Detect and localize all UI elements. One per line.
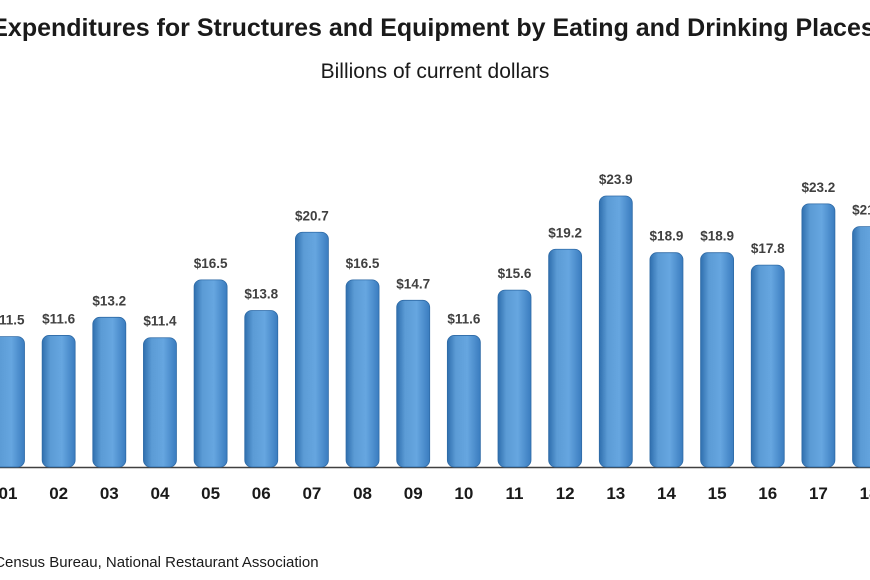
x-tick-label-04: 04 bbox=[150, 484, 169, 503]
x-tick-label-03: 03 bbox=[100, 484, 119, 503]
x-tick-label-08: 08 bbox=[353, 484, 372, 503]
data-label-04: $11.4 bbox=[143, 314, 177, 329]
bar-09 bbox=[396, 299, 431, 468]
data-label-10: $11.6 bbox=[447, 311, 481, 326]
x-tick-label-02: 02 bbox=[49, 484, 68, 503]
data-label-16: $17.8 bbox=[751, 241, 785, 256]
x-tick-label-13: 13 bbox=[606, 484, 625, 503]
bar-13 bbox=[598, 195, 633, 468]
chart-title: Expenditures for Structures and Equipmen… bbox=[0, 14, 870, 42]
x-tick-label-05: 05 bbox=[201, 484, 220, 503]
bar-10 bbox=[446, 335, 481, 468]
bar-06 bbox=[244, 310, 279, 468]
data-label-02: $11.6 bbox=[42, 311, 76, 326]
bar-15 bbox=[700, 252, 734, 468]
data-label-18: $21.2 bbox=[852, 203, 870, 218]
data-label-17: $23.2 bbox=[802, 180, 836, 195]
data-label-14: $18.9 bbox=[650, 229, 684, 244]
x-tick-label-12: 12 bbox=[556, 484, 575, 503]
bar-11 bbox=[497, 289, 532, 468]
bar-02 bbox=[41, 335, 76, 468]
bar-03 bbox=[92, 316, 127, 468]
x-tick-label-15: 15 bbox=[708, 484, 727, 503]
bar-05 bbox=[193, 279, 228, 468]
x-tick-label-17: 17 bbox=[809, 484, 828, 503]
chart-source: Source: U.S. Census Bureau, National Res… bbox=[0, 554, 319, 571]
data-label-08: $16.5 bbox=[346, 256, 380, 271]
data-label-15: $18.9 bbox=[700, 229, 734, 244]
x-tick-label-01: 01 bbox=[0, 484, 17, 503]
x-tick-label-16: 16 bbox=[758, 484, 777, 503]
bar-07 bbox=[294, 231, 329, 468]
data-label-09: $14.7 bbox=[396, 276, 430, 291]
data-label-13: $23.9 bbox=[599, 172, 633, 187]
data-label-12: $19.2 bbox=[548, 225, 582, 240]
x-tick-label-14: 14 bbox=[657, 484, 676, 503]
x-tick-label-11: 11 bbox=[506, 484, 524, 503]
bar-04 bbox=[143, 337, 177, 468]
bar-14 bbox=[649, 252, 684, 468]
bar-18 bbox=[852, 226, 870, 468]
data-label-05: $16.5 bbox=[194, 256, 228, 271]
bar-17 bbox=[801, 203, 836, 468]
bar-16 bbox=[750, 264, 785, 468]
x-tick-label-07: 07 bbox=[302, 484, 321, 503]
bar-12 bbox=[548, 248, 583, 468]
data-label-06: $13.8 bbox=[244, 287, 278, 302]
x-tick-label-10: 10 bbox=[454, 484, 473, 503]
chart-subtitle: Billions of current dollars bbox=[320, 60, 550, 83]
x-tick-label-06: 06 bbox=[252, 484, 271, 503]
data-label-01: $11.5 bbox=[0, 313, 25, 328]
data-label-03: $13.2 bbox=[92, 293, 126, 308]
x-tick-label-18: 18 bbox=[860, 484, 870, 503]
data-label-11: $15.6 bbox=[498, 266, 532, 281]
bar-08 bbox=[345, 279, 380, 468]
data-label-07: $20.7 bbox=[295, 208, 329, 223]
bar-01 bbox=[0, 336, 25, 468]
x-tick-label-09: 09 bbox=[404, 484, 423, 503]
